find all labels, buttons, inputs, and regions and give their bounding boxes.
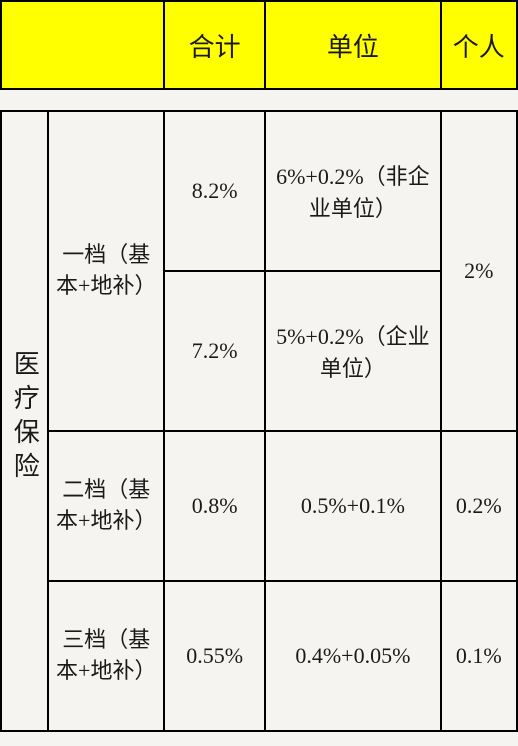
tier3-individual: 0.1% [441,581,517,731]
tier2-row: 二档（基本+地补） 0.8% 0.5%+0.1% 0.2% [1,431,517,581]
tier2-total: 0.8% [164,431,265,581]
tier1-label: 一档（基本+地补） [48,111,164,431]
tier3-unit: 0.4%+0.05% [265,581,440,731]
insurance-rate-table: 合计 单位 个人 医疗保险 一档（基本+地补） 8.2% 6%+0.2%（非企业… [0,0,518,732]
category-cell: 医疗保险 [1,111,48,731]
tier1b-unit: 5%+0.2%（企业单位） [265,271,440,431]
header-unit: 单位 [265,1,440,89]
tier1a-total: 8.2% [164,111,265,271]
tier2-individual: 0.2% [441,431,517,581]
header-total: 合计 [164,1,265,89]
spacer-row [1,89,517,111]
tier3-total: 0.55% [164,581,265,731]
table-header-row: 合计 单位 个人 [1,1,517,89]
tier1b-total: 7.2% [164,271,265,431]
tier1a-unit: 6%+0.2%（非企业单位） [265,111,440,271]
category-label: 医疗保险 [6,350,43,486]
header-blank [1,1,164,89]
header-individual: 个人 [441,1,517,89]
tier1-individual: 2% [441,111,517,431]
tier2-label: 二档（基本+地补） [48,431,164,581]
tier3-label: 三档（基本+地补） [48,581,164,731]
tier3-row: 三档（基本+地补） 0.55% 0.4%+0.05% 0.1% [1,581,517,731]
tier2-unit: 0.5%+0.1% [265,431,440,581]
spacer-cell [1,89,517,111]
tier1-row-a: 医疗保险 一档（基本+地补） 8.2% 6%+0.2%（非企业单位） 2% [1,111,517,271]
